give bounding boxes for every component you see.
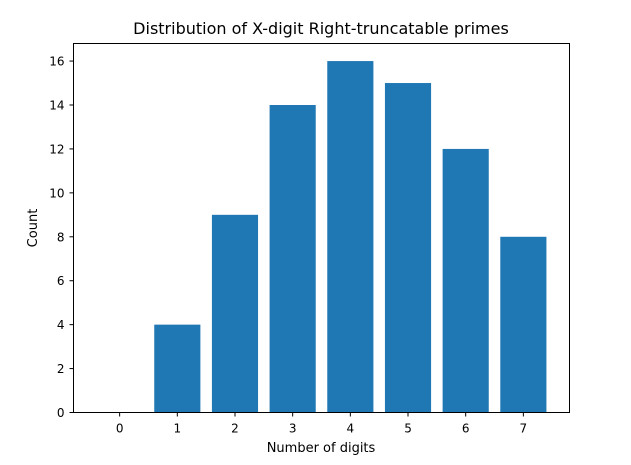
bars-group	[154, 61, 547, 413]
y-tick-label: 14	[49, 99, 64, 113]
x-ticks-group: 0 1 2 3 4 5 6 7	[116, 412, 528, 436]
y-tick-label: 16	[49, 55, 64, 69]
x-tick-label: 2	[231, 422, 239, 436]
plot-frame	[73, 43, 570, 413]
y-tick-label: 6	[57, 274, 65, 288]
x-axis-label: Number of digits	[267, 441, 376, 456]
bar-1	[154, 324, 201, 413]
x-tick-label: 6	[462, 422, 470, 436]
x-tick-label: 1	[173, 422, 181, 436]
bar-7	[500, 236, 547, 413]
y-tick-label: 10	[49, 186, 64, 200]
x-tick-label: 7	[520, 422, 528, 436]
y-tick-label: 8	[57, 230, 65, 244]
bar-4	[327, 61, 374, 413]
bar-6	[442, 148, 489, 413]
bar-3	[269, 105, 316, 413]
y-ticks-group: 0 2 4 6 8 10 12 14 16	[49, 55, 74, 420]
x-tick-label: 3	[289, 422, 297, 436]
y-tick-label: 12	[49, 142, 64, 156]
x-tick-label: 5	[404, 422, 412, 436]
x-tick-label: 0	[116, 422, 124, 436]
chart-title: Distribution of X-digit Right-truncatabl…	[133, 19, 509, 38]
x-tick-label: 4	[347, 422, 355, 436]
y-tick-label: 4	[57, 318, 65, 332]
y-axis-label: Count	[26, 209, 41, 248]
bar-5	[384, 83, 432, 413]
y-tick-label: 2	[57, 362, 65, 376]
bar-2	[211, 214, 259, 413]
y-tick-label: 0	[57, 406, 65, 420]
